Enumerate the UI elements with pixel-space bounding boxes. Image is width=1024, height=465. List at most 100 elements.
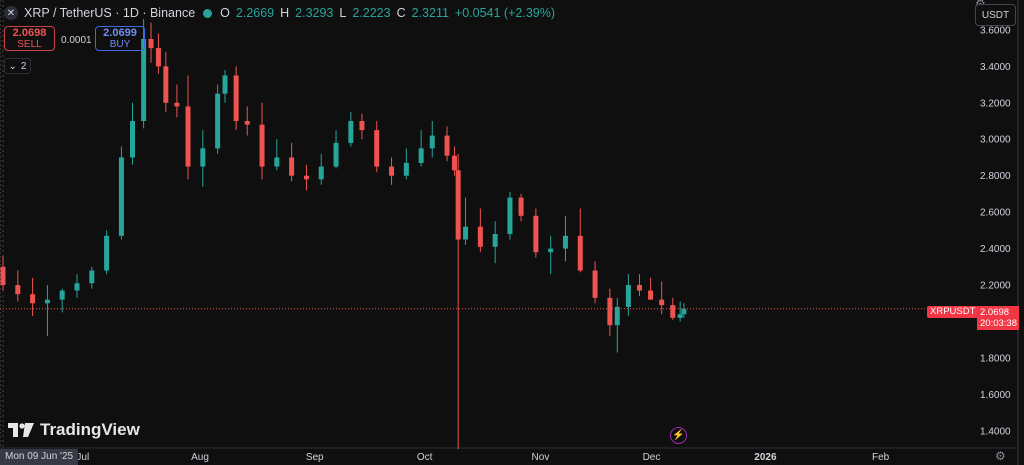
x-tick-label: Aug — [191, 452, 209, 463]
candle-body — [30, 294, 36, 304]
brand-name: TradingView — [40, 420, 140, 439]
candle-body — [592, 270, 598, 298]
candle-body — [625, 285, 631, 307]
y-tick-label: 3.6000 — [980, 25, 1011, 36]
candle-body — [562, 235, 568, 249]
candle-body — [636, 285, 642, 291]
candle-body — [374, 130, 380, 167]
candle-body — [44, 299, 50, 304]
last-price-badge: 2.0698 20:03:38 — [977, 306, 1019, 330]
currency-label: USDT — [981, 9, 1010, 21]
candle-body — [215, 93, 221, 149]
candle-body — [118, 157, 124, 236]
candle-body — [163, 66, 169, 103]
y-tick-label: 2.2000 — [980, 281, 1011, 292]
change-value: +0.0541 (+2.39%) — [454, 6, 555, 20]
tradingview-logo-icon — [8, 423, 34, 437]
candle-body — [89, 270, 95, 284]
x-close-icon[interactable]: ✕ — [4, 6, 18, 20]
x-tick-label: Dec — [643, 452, 661, 463]
close-value: 2.3211 — [411, 6, 449, 20]
candle-body — [318, 166, 324, 180]
candle-body — [418, 148, 424, 163]
settings-gear-icon-bottom[interactable]: ⚙ — [995, 449, 1006, 463]
indicators-count: 2 — [20, 60, 27, 72]
lightning-icon[interactable]: ⚡ — [670, 427, 687, 444]
candle-body — [681, 308, 687, 315]
spread-value: 0.0001 — [61, 35, 92, 46]
indicators-collapse-button[interactable]: ⌄ 2 — [4, 58, 31, 74]
x-tick-label: 2026 — [754, 452, 777, 463]
y-tick-label: 2.4000 — [980, 244, 1011, 255]
sell-label: SELL — [17, 39, 42, 50]
candle-body — [104, 235, 110, 271]
currency-select[interactable]: USDT — [975, 4, 1016, 26]
chevron-down-icon: ⌄ — [8, 60, 17, 72]
candle-body — [130, 121, 136, 158]
candle-body — [274, 157, 280, 167]
candle-body — [303, 175, 309, 180]
market-status-icon — [203, 8, 213, 18]
buy-button[interactable]: 2.0699 BUY — [95, 26, 145, 51]
candle-body — [451, 155, 457, 171]
y-axis: 3.6000 3.4000 3.2000 3.0000 2.8000 2.6000 2.40… — [980, 25, 1011, 437]
candle-body — [477, 226, 483, 247]
open-label: O — [220, 6, 230, 20]
candle-body — [289, 157, 295, 176]
low-label: L — [339, 6, 347, 20]
candle-body — [518, 197, 524, 216]
y-tick-label: 3.4000 — [980, 62, 1011, 73]
y-tick-label: 3.2000 — [980, 98, 1011, 109]
y-tick-label: 1.8000 — [980, 353, 1011, 364]
candle-body — [333, 142, 339, 167]
candle-body — [455, 170, 461, 240]
candle-body — [403, 162, 409, 176]
candles-group — [0, 18, 687, 450]
x-tick-label: Oct — [417, 452, 433, 463]
candle-body — [233, 75, 239, 122]
x-tick-label: Jul — [76, 452, 89, 463]
y-tick-label: 2.8000 — [980, 171, 1011, 182]
candle-body — [74, 283, 80, 291]
symbol-title[interactable]: XRP / TetherUS · 1D · Binance — [24, 6, 196, 20]
bar-countdown: 20:03:38 — [980, 318, 1017, 329]
chart-header: ✕ XRP / TetherUS · 1D · Binance O 2.2669 … — [4, 6, 555, 20]
candle-body — [577, 235, 583, 271]
candle-body — [15, 285, 21, 295]
high-value: 2.3293 — [295, 6, 334, 20]
candle-body — [244, 121, 250, 125]
high-label: H — [280, 6, 290, 20]
buy-price: 2.0699 — [103, 27, 137, 39]
candle-body — [185, 106, 191, 167]
close-label: C — [396, 6, 406, 20]
crosshair-date-label: Mon 09 Jun '25 — [0, 449, 79, 465]
candle-body — [507, 197, 513, 235]
candle-body — [492, 234, 498, 247]
candle-body — [614, 306, 620, 326]
symbol-price-label: XRPUSDT — [927, 306, 979, 318]
candle-body — [222, 75, 228, 94]
candle-body — [548, 248, 554, 253]
candle-body — [259, 124, 265, 167]
candle-body — [533, 215, 539, 253]
tradingview-logo[interactable]: TradingView — [8, 420, 140, 440]
candle-body — [148, 38, 154, 49]
candle-body — [359, 121, 365, 131]
open-value: 2.2669 — [235, 6, 275, 20]
x-axis: Jul Aug Sep Oct Nov Dec 2026 Feb — [76, 452, 889, 463]
candle-body — [444, 135, 450, 156]
y-tick-label: 1.4000 — [980, 426, 1011, 437]
y-tick-label: 2.6000 — [980, 208, 1011, 219]
sell-button[interactable]: 2.0698 SELL — [4, 26, 55, 51]
candle-body — [463, 226, 469, 240]
candle-body — [677, 314, 683, 318]
candle-body — [174, 102, 180, 107]
candle-body — [200, 148, 206, 167]
x-tick-label: Nov — [532, 452, 550, 463]
candle-body — [659, 299, 665, 306]
y-tick-label: 3.0000 — [980, 135, 1011, 146]
x-tick-label: Sep — [306, 452, 324, 463]
sell-price: 2.0698 — [12, 27, 47, 39]
last-price-value: 2.0698 — [980, 307, 1010, 318]
